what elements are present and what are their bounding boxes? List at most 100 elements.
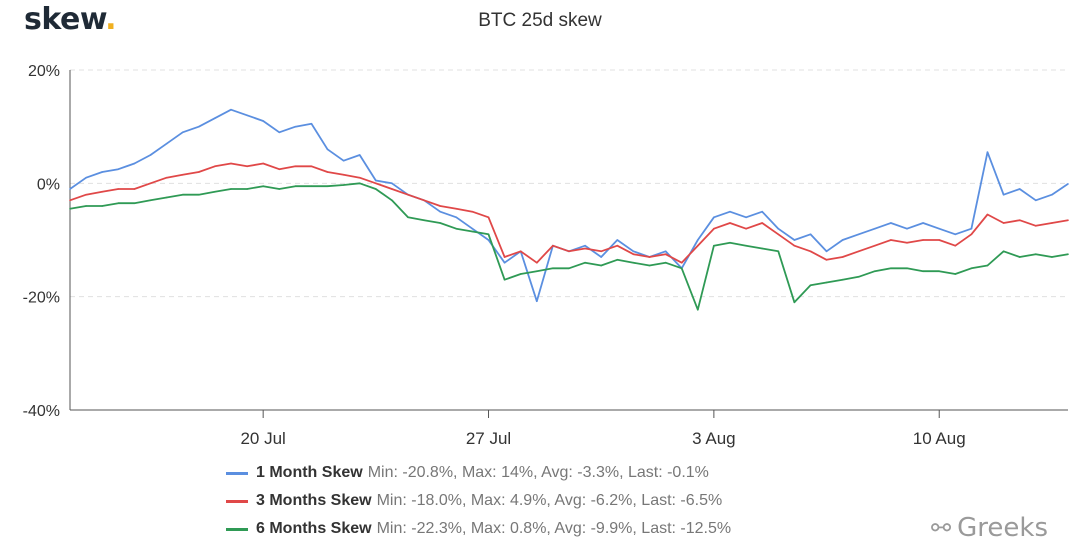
series-3-point xyxy=(938,270,940,273)
series-3-point xyxy=(471,230,474,233)
series-1-point xyxy=(986,151,989,153)
series-3-point xyxy=(407,216,409,219)
series-2-point xyxy=(777,233,780,236)
series-1-point xyxy=(664,250,667,253)
y-tick-label: 20% xyxy=(28,63,60,80)
series-3-point xyxy=(519,273,522,275)
x-tick-label: 20 Jul xyxy=(240,429,285,448)
legend-series-stats: Min: -20.8%, Max: 14%, Avg: -3.3%, Last:… xyxy=(367,464,709,481)
series-3-point xyxy=(375,188,377,190)
series-2-point xyxy=(568,250,570,253)
series-2-point xyxy=(841,256,844,258)
legend-series-name: 3 Months Skew xyxy=(256,492,372,509)
legend-series-stats: Min: -18.0%, Max: 4.9%, Avg: -6.2%, Last… xyxy=(376,492,723,509)
series-3-point xyxy=(1018,256,1021,258)
series-1-point xyxy=(326,148,329,151)
series-3-point xyxy=(85,205,87,207)
series-3-point xyxy=(745,244,747,247)
series-2-point xyxy=(503,256,506,258)
series-3-point xyxy=(632,261,635,264)
series-1-point xyxy=(294,125,297,128)
series-2-point xyxy=(342,174,345,176)
series-3-point xyxy=(890,267,892,270)
series-1-point xyxy=(857,233,860,236)
y-tick-label: -20% xyxy=(23,290,60,307)
series-1-point xyxy=(616,239,619,241)
series-2-point xyxy=(181,174,184,176)
series-1-point xyxy=(310,123,313,125)
chart-title: BTC 25d skew xyxy=(478,10,602,31)
series-1-point xyxy=(584,244,586,247)
series-1-point xyxy=(181,131,184,134)
series-2-point xyxy=(294,165,297,168)
series-3-point xyxy=(825,281,828,284)
series-3-point xyxy=(841,278,844,281)
series-1-point xyxy=(954,233,957,236)
series-3-point xyxy=(922,270,924,273)
series-2-point xyxy=(890,239,892,241)
series-1-point xyxy=(342,159,345,162)
chart-legend: 1 Month Skew Min: -20.8%, Max: 14%, Avg: … xyxy=(226,459,731,543)
series-1-point xyxy=(198,125,200,128)
legend-series-name: 6 Months Skew xyxy=(256,520,372,537)
series-2-point xyxy=(938,239,940,241)
series-2-point xyxy=(680,261,683,264)
series-2-point xyxy=(278,168,281,170)
series-2-point xyxy=(1018,219,1021,221)
legend-item[interactable]: 3 Months Skew Min: -18.0%, Max: 4.9%, Avg… xyxy=(226,487,731,515)
series-2-point xyxy=(874,244,876,247)
series-3-point xyxy=(342,184,345,186)
series-1-point xyxy=(487,239,490,241)
series-3-point xyxy=(874,270,876,273)
series-3-point xyxy=(664,261,667,264)
series-3-point xyxy=(616,259,619,261)
series-2-point xyxy=(906,242,908,244)
series-2-point xyxy=(1035,225,1037,227)
series-3-point xyxy=(600,264,602,267)
series-2-point xyxy=(133,188,136,190)
series-3-point xyxy=(326,185,329,187)
series-2-point xyxy=(970,233,973,236)
legend-item[interactable]: 1 Month Skew Min: -20.8%, Max: 14%, Avg: … xyxy=(226,459,731,487)
series-3-point xyxy=(149,199,152,202)
logo-dot: . xyxy=(105,2,117,37)
series-3-point xyxy=(697,308,699,311)
chart-plot-area: 20% 0% -20% -40% 20 Jul 27 Jul 3 Aug 10 Aug xyxy=(23,63,1069,448)
series-2-point xyxy=(391,188,393,190)
series-1-point xyxy=(455,216,458,219)
wechat-icon: ⚯ xyxy=(931,514,952,542)
series-1-point xyxy=(503,261,506,264)
series-2-point xyxy=(310,165,313,168)
series-3-point xyxy=(214,191,216,193)
series-3-point xyxy=(793,301,796,304)
series-3-point xyxy=(568,267,570,270)
series-line-2 xyxy=(69,162,1069,264)
series-1-point xyxy=(117,168,120,170)
series-1-point xyxy=(69,188,71,190)
series-2-point xyxy=(600,250,602,253)
series-1-point xyxy=(133,162,136,165)
series-3-point xyxy=(262,185,265,187)
series-2-point xyxy=(358,176,361,179)
series-1-point xyxy=(536,300,538,303)
chart-axes xyxy=(69,70,1068,418)
series-1-point xyxy=(793,239,796,241)
series-2-point xyxy=(857,250,860,253)
legend-item[interactable]: 6 Months Skew Min: -22.3%, Max: 0.8%, Avg… xyxy=(226,515,731,543)
series-3-point xyxy=(761,247,763,250)
series-3-point xyxy=(181,193,184,196)
series-line-1 xyxy=(69,108,1069,303)
series-3-point xyxy=(455,227,458,230)
series-2-point xyxy=(262,162,265,165)
series-3-point xyxy=(423,219,425,221)
series-2-point xyxy=(455,208,458,210)
series-2-point xyxy=(117,188,120,190)
series-2-point xyxy=(1067,219,1069,221)
chart-gridlines xyxy=(70,69,1068,298)
series-2-point xyxy=(616,244,619,247)
series-3-point xyxy=(680,267,683,270)
series-1-point xyxy=(890,222,892,224)
series-2-point xyxy=(664,253,667,255)
series-3-point xyxy=(101,205,103,207)
series-1-point xyxy=(1035,199,1037,202)
